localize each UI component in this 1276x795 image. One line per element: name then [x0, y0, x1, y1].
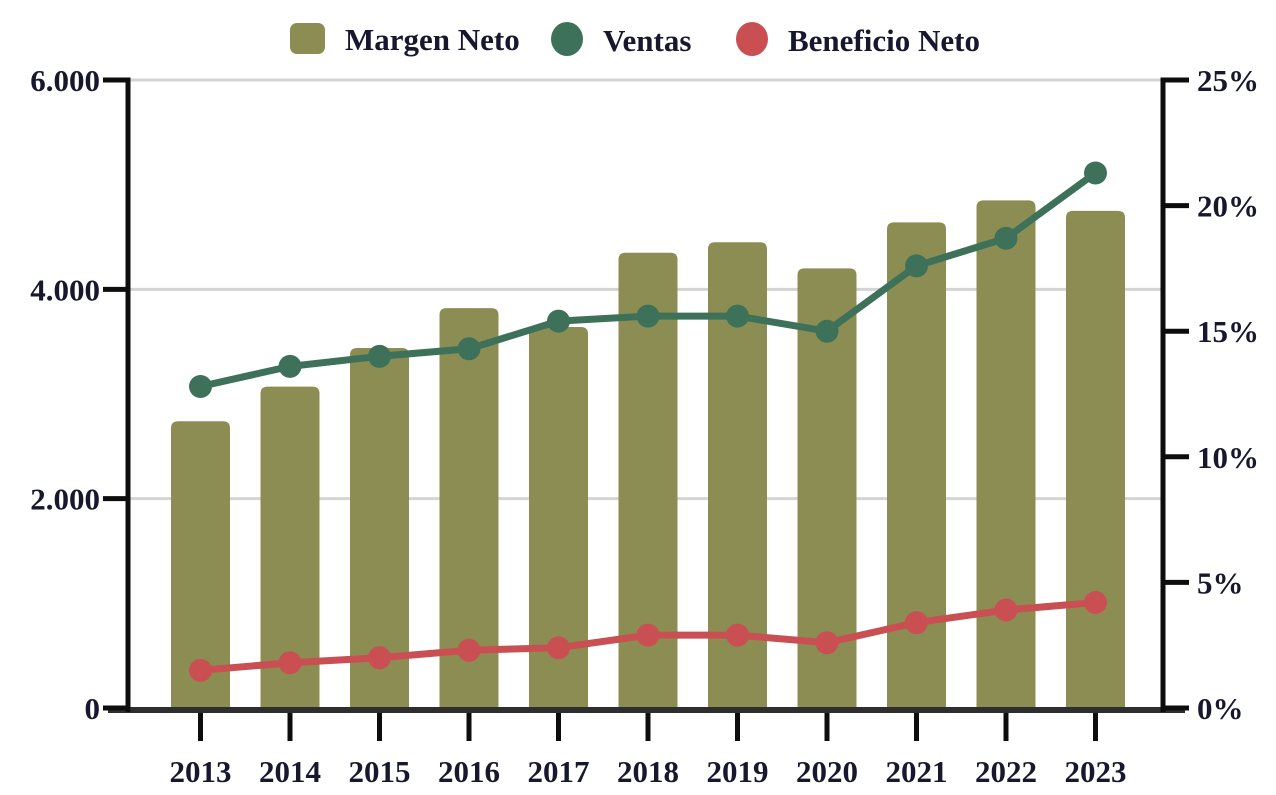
bar-2013 [171, 421, 230, 708]
legend-label-ventas: Ventas [603, 22, 692, 58]
x-axis-label-2023: 2023 [1065, 754, 1127, 789]
ventas-point-2022 [994, 226, 1018, 250]
ventas-point-2013 [189, 374, 212, 398]
beneficio-neto-swatch-icon [736, 22, 768, 56]
beneficio-neto-point-2013 [189, 658, 212, 682]
x-axis-label-2014: 2014 [259, 754, 321, 789]
left-axis-label-0: 0 [85, 691, 101, 726]
beneficio-neto-point-2019 [726, 623, 749, 647]
bar-2016 [439, 308, 499, 708]
beneficio-neto-point-2016 [457, 638, 481, 662]
bar-2018 [618, 252, 678, 708]
x-axis-label-2022: 2022 [975, 754, 1037, 789]
ventas-point-2017 [547, 309, 570, 333]
x-axis-label-2021: 2021 [886, 754, 948, 789]
left-axis-label-4000: 4.000 [30, 272, 100, 307]
left-axis-label-6000: 6.000 [30, 63, 100, 98]
right-axis-label-20: 20% [1197, 189, 1259, 224]
margen-neto-swatch-icon [290, 23, 325, 54]
bar-2021 [887, 222, 946, 708]
legend-label-margen-neto: Margen Neto [345, 22, 520, 57]
ventas-swatch-icon [551, 22, 583, 56]
bar-2022 [976, 200, 1036, 708]
legend: Margen Neto Ventas Beneficio Neto [0, 0, 1276, 70]
x-axis-label-2016: 2016 [438, 754, 500, 789]
bar-2023 [1066, 210, 1125, 709]
ventas-point-2023 [1084, 161, 1107, 185]
x-axis-label-2019: 2019 [707, 754, 769, 789]
x-axis-label-2018: 2018 [617, 754, 679, 789]
legend-item-ventas: Ventas [551, 22, 691, 56]
bar-2019 [708, 242, 767, 708]
x-axis-label-2015: 2015 [349, 754, 411, 789]
beneficio-neto-point-2018 [636, 623, 660, 647]
bar-2014 [260, 386, 320, 708]
right-axis-label-25: 25% [1197, 63, 1259, 98]
ventas-point-2015 [368, 344, 391, 368]
ventas-point-2018 [636, 304, 660, 328]
ventas-point-2020 [815, 319, 839, 343]
right-axis-label-0: 0% [1197, 691, 1244, 726]
beneficio-neto-point-2020 [815, 631, 839, 655]
left-axis-label-2000: 2.000 [30, 482, 100, 517]
beneficio-neto-point-2021 [905, 611, 928, 635]
right-axis-label-15: 15% [1197, 314, 1259, 349]
beneficio-neto-point-2015 [368, 646, 391, 670]
right-axis-label-10: 10% [1197, 440, 1259, 475]
legend-label-beneficio-neto: Beneficio Neto [788, 22, 980, 58]
ventas-point-2021 [905, 254, 928, 278]
beneficio-neto-point-2014 [278, 651, 302, 675]
x-axis-label-2020: 2020 [796, 754, 858, 789]
x-axis-label-2013: 2013 [170, 754, 232, 789]
bar-2020 [797, 268, 857, 708]
beneficio-neto-point-2022 [994, 598, 1018, 622]
beneficio-neto-point-2023 [1084, 590, 1107, 614]
ventas-point-2014 [278, 354, 302, 378]
legend-item-beneficio-neto: Beneficio Neto [736, 22, 980, 56]
ventas-point-2016 [457, 337, 481, 361]
bar-2017 [529, 327, 588, 708]
right-axis-label-5: 5% [1197, 565, 1244, 600]
x-axis-label-2017: 2017 [528, 754, 590, 789]
ventas-point-2019 [726, 304, 749, 328]
bar-2015 [350, 347, 409, 708]
beneficio-neto-point-2017 [547, 636, 570, 660]
legend-item-margen-neto: Margen Neto [290, 22, 520, 55]
